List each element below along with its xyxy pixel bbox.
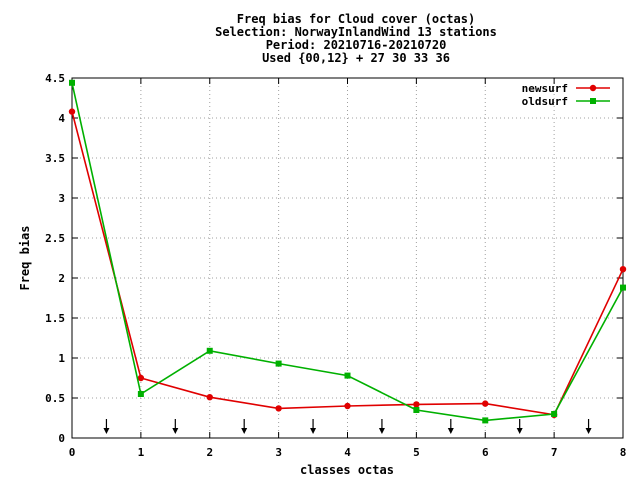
grid — [72, 78, 623, 438]
data-point-oldsurf — [620, 284, 626, 291]
series-oldsurf — [69, 79, 626, 424]
y-tick-label: 4.5 — [45, 72, 65, 85]
y-tick-label: 1.5 — [45, 312, 65, 325]
data-point-newsurf — [482, 400, 489, 407]
data-point-newsurf — [68, 108, 76, 115]
y-tick-label: 4 — [58, 112, 65, 125]
data-point-newsurf — [619, 266, 627, 273]
down-arrow-icon — [241, 419, 248, 434]
x-tick-label: 1 — [138, 446, 145, 459]
title-line-3: Period: 20210716-20210720 — [266, 38, 447, 52]
title-line-1: Freq bias for Cloud cover (octas) — [237, 12, 475, 26]
title-line-2: Selection: NorwayInlandWind 13 stations — [215, 25, 497, 39]
series-line-newsurf — [71, 111, 624, 416]
y-tick-label: 1 — [58, 352, 65, 365]
y-tick-label: 0.5 — [45, 392, 65, 405]
y-axis-label: Freq bias — [18, 225, 32, 290]
arrow-markers — [103, 419, 592, 434]
down-arrow-icon — [172, 419, 179, 434]
title-line-4: Used {00,12} + 27 30 33 36 — [262, 51, 450, 65]
legend-swatch-marker — [589, 84, 597, 92]
down-arrow-icon — [103, 419, 110, 434]
data-point-oldsurf — [206, 347, 213, 354]
data-point-oldsurf — [551, 411, 558, 417]
data-point-oldsurf — [275, 360, 282, 367]
x-axis-label: classes octas — [300, 463, 394, 477]
x-axis-ticks: 0 1 2 3 4 5 6 7 8 — [69, 78, 627, 459]
series-newsurf — [68, 108, 627, 418]
data-point-oldsurf — [413, 407, 420, 413]
data-point-oldsurf — [137, 391, 144, 397]
data-point-oldsurf — [344, 372, 351, 379]
data-point-newsurf — [206, 394, 213, 401]
x-tick-label: 6 — [482, 446, 489, 459]
y-tick-label: 0 — [58, 432, 65, 445]
x-tick-label: 4 — [344, 446, 351, 459]
y-axis-ticks: 0 0.5 1 1.5 2 2.5 3 3.5 4 4.5 — [45, 72, 623, 445]
x-tick-label: 2 — [206, 446, 213, 459]
legend-label: oldsurf — [522, 95, 568, 108]
y-tick-label: 2.5 — [45, 232, 65, 245]
x-tick-label: 3 — [275, 446, 282, 459]
y-tick-label: 2 — [58, 272, 65, 285]
x-tick-label: 0 — [69, 446, 76, 459]
data-point-oldsurf — [482, 417, 489, 424]
series-line-oldsurf — [71, 82, 624, 422]
down-arrow-icon — [378, 419, 385, 434]
chart-title: Freq bias for Cloud cover (octas) Select… — [215, 12, 497, 65]
down-arrow-icon — [585, 419, 592, 434]
legend-swatch-marker — [590, 98, 596, 104]
legend-entry-newsurf: newsurf — [522, 82, 610, 95]
down-arrow-icon — [516, 419, 523, 434]
y-tick-label: 3 — [58, 192, 65, 205]
data-point-newsurf — [275, 405, 282, 412]
data-point-newsurf — [413, 401, 420, 408]
x-tick-label: 8 — [620, 446, 627, 459]
data-point-oldsurf — [69, 79, 75, 86]
legend-entry-oldsurf: oldsurf — [522, 95, 610, 108]
x-tick-label: 5 — [413, 446, 420, 459]
legend-label: newsurf — [522, 82, 568, 95]
series — [68, 79, 627, 424]
down-arrow-icon — [310, 419, 317, 434]
down-arrow-icon — [447, 419, 454, 434]
data-point-newsurf — [137, 374, 145, 382]
data-point-newsurf — [344, 402, 351, 410]
y-tick-label: 3.5 — [45, 152, 65, 165]
x-tick-label: 7 — [551, 446, 558, 459]
